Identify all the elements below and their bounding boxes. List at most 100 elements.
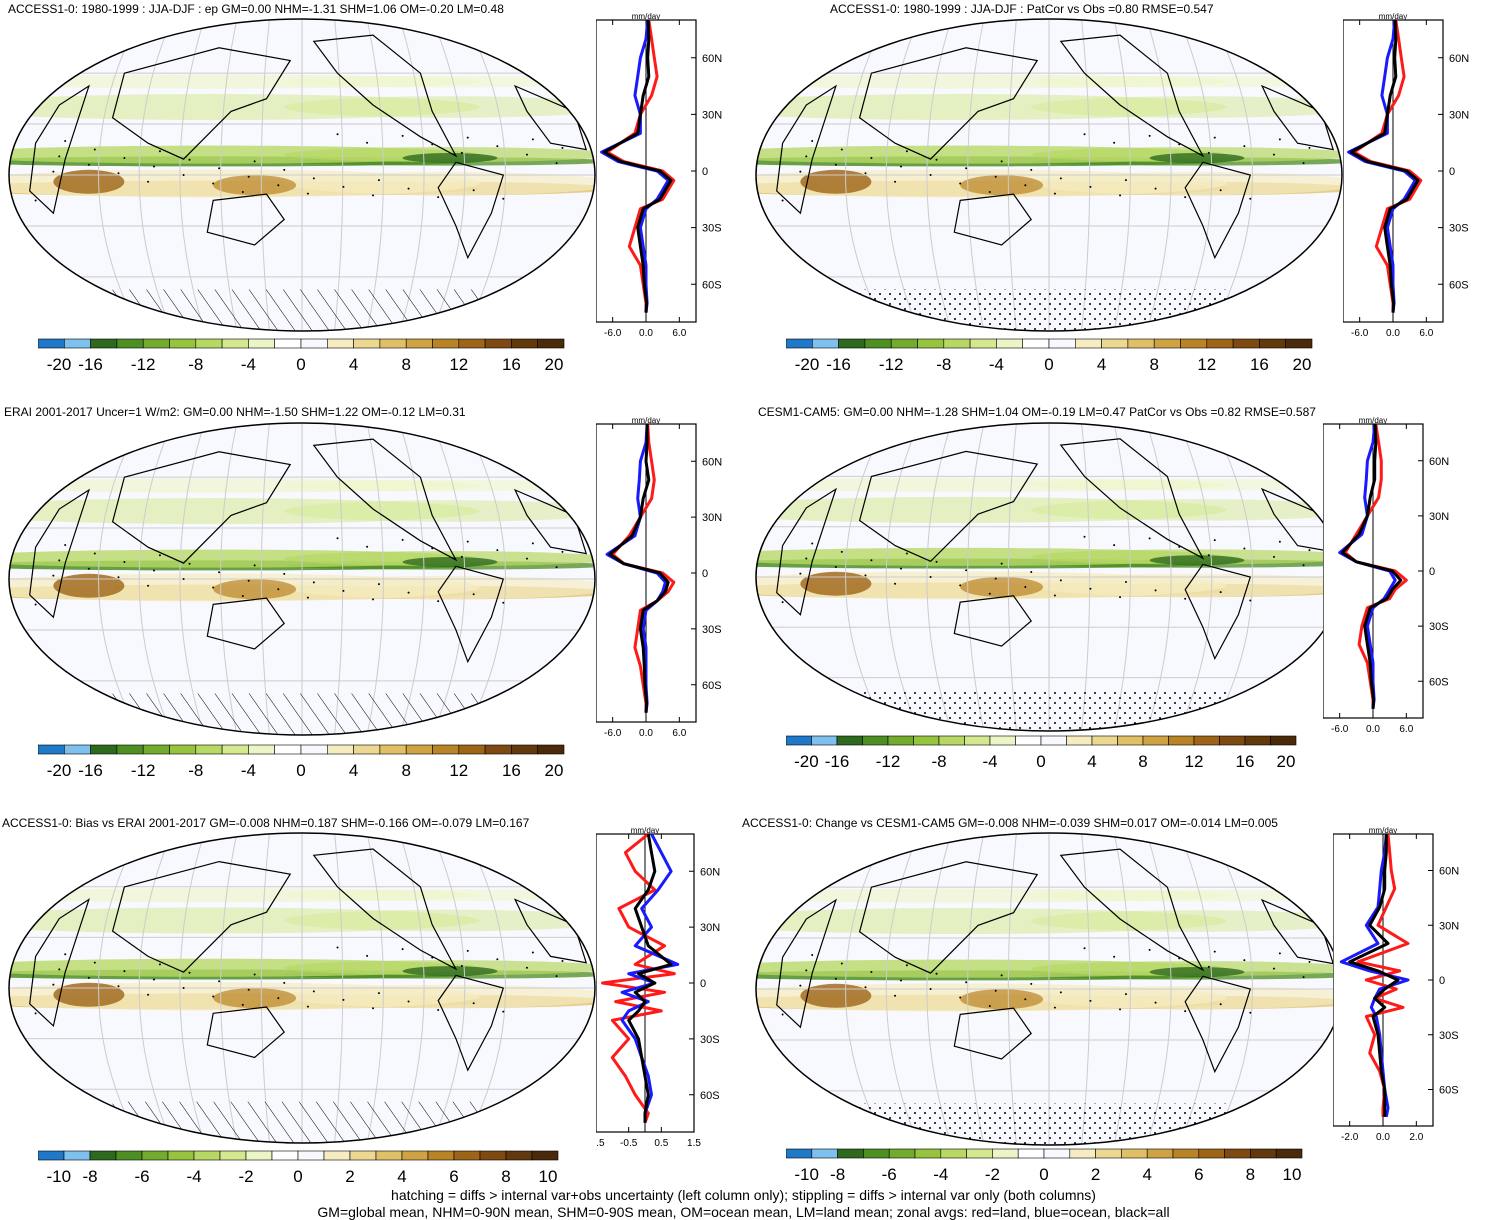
zonal-x-tick-label: 0.5	[654, 1138, 668, 1149]
colorbar-swatch	[914, 1148, 942, 1159]
continent-outline	[776, 898, 837, 1029]
colorbar-label: -12	[131, 761, 156, 780]
colorbar-swatch	[1270, 735, 1297, 746]
colorbar: -20 -16 -12 -8 -4 0 4 8 12 16 20	[786, 735, 1297, 771]
lat-tick-label: 60N	[1449, 53, 1469, 65]
colorbar-label: -6	[134, 1167, 149, 1186]
colorbar-swatch	[479, 1150, 507, 1161]
land-mean-line	[1356, 833, 1410, 1117]
colorbar-label: 8	[1246, 1165, 1255, 1184]
continent-outline	[111, 860, 292, 973]
continent-outline	[206, 1006, 286, 1059]
continent-outline	[29, 898, 90, 1028]
ocean-mean-line	[1338, 423, 1397, 709]
world-map	[8, 422, 596, 736]
zonal-unit-label: mm/day	[632, 12, 660, 21]
colorbar-swatch	[811, 1148, 838, 1159]
colorbar-swatch	[401, 1150, 429, 1161]
colorbar-label: -4	[241, 761, 256, 780]
colorbar-swatch	[1172, 1148, 1200, 1159]
colorbar-swatch	[349, 1150, 377, 1161]
colorbar-label: -8	[830, 1165, 845, 1184]
colorbar-swatch	[969, 338, 997, 349]
lat-tick-label: 30S	[1429, 621, 1449, 633]
colorbar-swatch	[1250, 1148, 1277, 1159]
colorbar-label: -8	[82, 1167, 97, 1186]
continent-outline	[776, 487, 837, 616]
ocean-mean-line	[605, 423, 667, 713]
zonal-x-tick-label: -0.5	[620, 1138, 638, 1149]
zonal-x-tick-label: -1.5	[596, 1138, 605, 1149]
lat-tick-label: 60N	[700, 866, 720, 878]
colorbar-label: 8	[501, 1167, 510, 1186]
zonal-x-tick-label: -2.0	[1341, 1132, 1359, 1143]
colorbar-swatch	[116, 338, 144, 349]
colorbar-swatch	[221, 744, 249, 755]
colorbar-swatch	[1043, 1148, 1071, 1159]
lat-tick-label: 0	[700, 978, 706, 990]
all-mean-line	[1340, 423, 1403, 709]
continent-outline	[437, 565, 505, 664]
colorbar-swatch	[405, 338, 433, 349]
colorbar-label: 16	[1236, 752, 1255, 771]
zonal-x-tick-label: 0.0	[639, 328, 653, 339]
colorbar-label: -20	[795, 355, 820, 374]
colorbar: -10 -8 -6 -4 -2 0 2 4 6 8 10	[38, 1150, 559, 1186]
panel-title: ACCESS1-0: Change vs CESM1-CAM5 GM=-0.00…	[742, 816, 1278, 830]
colorbar-swatch	[1074, 338, 1102, 349]
colorbar-swatch	[353, 338, 381, 349]
colorbar-swatch	[1015, 735, 1042, 746]
footer-line-1: hatching = diffs > internal var+obs unce…	[391, 1187, 1096, 1203]
zonal-unit-label: mm/day	[1379, 12, 1407, 21]
colorbar-swatch	[245, 1150, 273, 1161]
colorbar-label: -12	[876, 752, 901, 771]
colorbar-swatch	[271, 1150, 299, 1161]
colorbar-swatch	[274, 338, 302, 349]
zonal-x-tick-label: -6.0	[1331, 724, 1349, 735]
colorbar-swatch	[193, 1150, 221, 1161]
lat-tick-label: 0	[702, 166, 708, 178]
zonal-x-tick-label: -6.0	[604, 728, 622, 739]
colorbar-swatch	[940, 1148, 967, 1159]
continent-outline	[29, 488, 90, 619]
continent-outline	[29, 84, 90, 215]
lat-tick-label: 0	[1439, 975, 1445, 987]
colorbar-label: 20	[545, 761, 564, 780]
zonal-x-tick-label: -6.0	[604, 328, 622, 339]
zonal-unit-label: mm/day	[632, 416, 660, 425]
continent-outline	[111, 451, 292, 564]
colorbar-swatch	[90, 744, 118, 755]
zonal-mean-plot: mm/day 60N 30N 0 30S 60S -6.0 0.0 6.0	[596, 12, 722, 339]
colorbar-swatch	[248, 338, 275, 349]
lat-tick-label: 60S	[702, 279, 722, 291]
all-mean-line	[602, 19, 673, 313]
lat-tick-label: 60N	[1429, 456, 1449, 468]
continent-outline	[513, 488, 588, 555]
zonal-mean-plot: mm/day 60N 30N 0 30S 60S -6.0 0.0 6.0	[596, 416, 722, 739]
colorbar-label: -4	[982, 752, 997, 771]
colorbar-swatch	[811, 735, 838, 746]
colorbar-swatch	[432, 744, 460, 755]
colorbar-label: 8	[1138, 752, 1147, 771]
lat-tick-label: 60N	[702, 53, 722, 65]
colorbar: -20 -16 -12 -8 -4 0 4 8 12 16 20	[786, 338, 1313, 374]
continent-outline	[206, 597, 286, 650]
colorbar-label: -20	[47, 355, 72, 374]
ocean-mean-line	[600, 19, 670, 313]
colorbar-label: 2	[345, 1167, 354, 1186]
colorbar-swatch	[531, 1150, 559, 1161]
land-mean-line	[605, 19, 676, 313]
continent-outline	[1260, 84, 1335, 151]
colorbar-swatch	[888, 1148, 916, 1159]
colorbar-label: 10	[539, 1167, 558, 1186]
continent-outline	[206, 193, 286, 246]
colorbar-swatch	[458, 338, 486, 349]
continent-outline	[437, 161, 505, 260]
colorbar-swatch	[1180, 338, 1208, 349]
all-mean-line	[627, 833, 673, 1123]
zonal-mean-plot: mm/day 60N 30N 0 30S 60S -2.0 0.0 2.0	[1333, 826, 1459, 1143]
panel-title: ACCESS1-0: 1980-1999 : JJA-DJF : PatCor …	[830, 2, 1214, 16]
colorbar-swatch	[427, 1150, 455, 1161]
colorbar-swatch	[1193, 735, 1220, 746]
lat-tick-label: 30S	[1439, 1030, 1459, 1042]
